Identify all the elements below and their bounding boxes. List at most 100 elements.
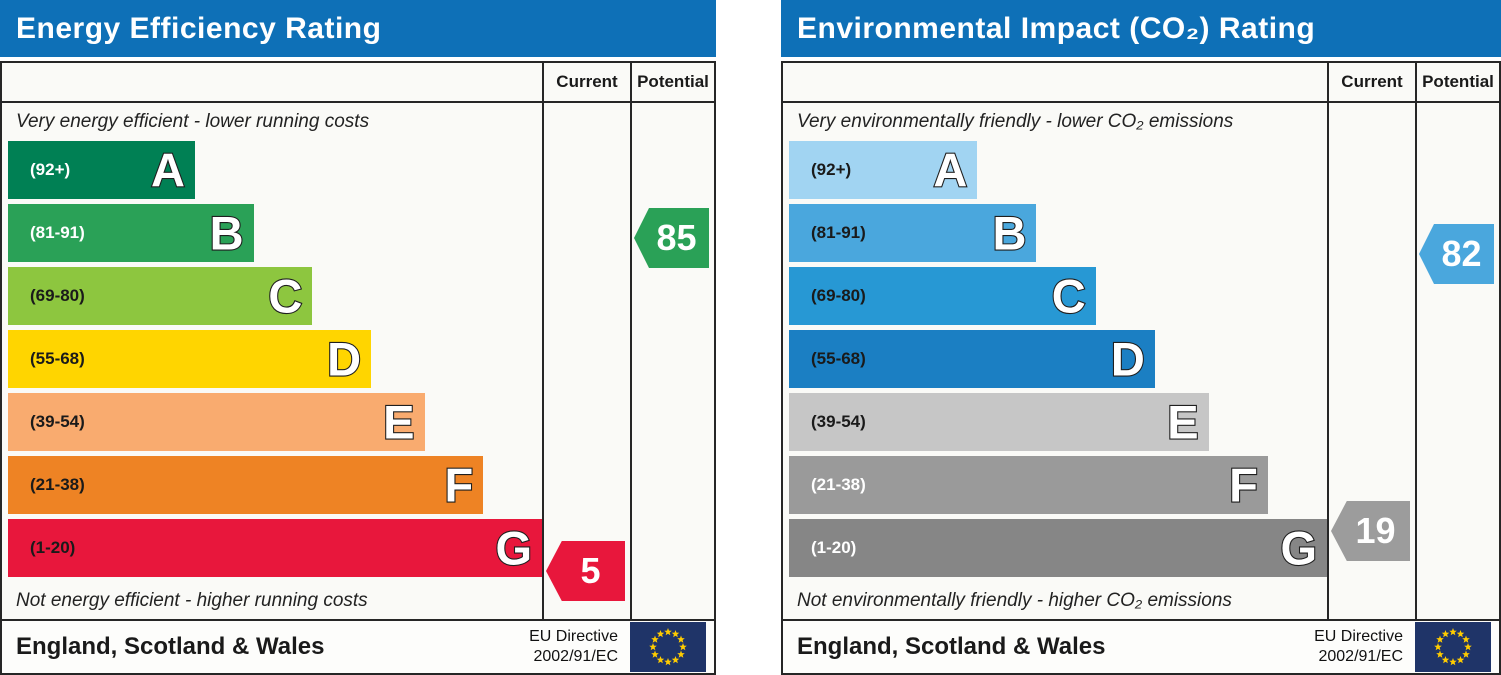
band-letter: A: [932, 143, 968, 197]
band-row-g: (1-20) G: [789, 519, 1327, 577]
current-rating-value: 19: [1355, 510, 1396, 551]
chart-title: Energy Efficiency Rating: [16, 11, 382, 45]
environmental-impact-chart: Environmental Impact (CO₂) Rating Curren…: [781, 0, 1501, 675]
band-range-label: (39-54): [811, 412, 866, 431]
current-column-header: Current: [1327, 63, 1415, 103]
chart-title: Environmental Impact (CO₂) Rating: [797, 11, 1316, 45]
rating-table: Current Potential Very energy efficient …: [0, 61, 716, 621]
band-range-label: (1-20): [30, 538, 76, 557]
potential-value-column: 82: [1415, 103, 1499, 619]
band-letter: D: [1110, 332, 1146, 386]
band-letter: B: [991, 206, 1027, 260]
band-row-e: (39-54) E: [789, 393, 1327, 451]
top-note: Very energy efficient - lower running co…: [16, 111, 370, 132]
band-letter: E: [382, 395, 416, 449]
bands-area: Very environmentally friendly - lower CO…: [783, 103, 1327, 619]
current-rating-arrow: 5: [546, 541, 625, 601]
band-letter: G: [1279, 521, 1318, 575]
band-range-label: (55-68): [30, 349, 85, 368]
band-bar-f: (21-38) F: [789, 456, 1268, 514]
band-bar-c: (69-80) C: [8, 267, 313, 325]
band-row-f: (21-38) F: [789, 456, 1327, 514]
band-row-g: (1-20) G: [8, 519, 542, 577]
eu-directive-line1: EU Directive: [529, 628, 618, 645]
band-letter: F: [443, 458, 474, 512]
band-bar-b: (81-91) B: [789, 204, 1037, 262]
region-label: England, Scotland & Wales: [797, 633, 1106, 660]
band-range-label: (55-68): [811, 349, 866, 368]
band-letter: D: [326, 332, 362, 386]
current-value-column: 19: [1327, 103, 1415, 619]
band-bar-f: (21-38) F: [8, 456, 484, 514]
chart-footer: England, Scotland & Wales EU Directive 2…: [0, 621, 716, 675]
potential-rating-value: 85: [656, 217, 697, 258]
band-row-b: (81-91) B: [8, 204, 542, 262]
band-range-label: (92+): [811, 160, 852, 179]
header-blank-cell: [2, 63, 542, 103]
energy-efficiency-chart: Energy Efficiency Rating Current Potenti…: [0, 0, 716, 675]
band-range-label: (69-80): [811, 286, 866, 305]
band-row-f: (21-38) F: [8, 456, 542, 514]
rating-table: Current Potential Very environmentally f…: [781, 61, 1501, 621]
band-range-label: (69-80): [30, 286, 85, 305]
current-column-header: Current: [542, 63, 630, 103]
header-blank-cell: [783, 63, 1327, 103]
eu-flag-icon: [1415, 622, 1491, 672]
chart-title-bar: Environmental Impact (CO₂) Rating: [781, 0, 1501, 57]
band-letter: E: [1166, 395, 1200, 449]
bottom-note: Not energy efficient - higher running co…: [16, 590, 368, 611]
band-row-a: (92+) A: [789, 141, 1327, 199]
band-row-c: (69-80) C: [8, 267, 542, 325]
eu-flag-icon: [630, 622, 706, 672]
chart-title-bar: Energy Efficiency Rating: [0, 0, 716, 57]
band-bar-e: (39-54) E: [789, 393, 1209, 451]
band-letter: F: [1228, 458, 1259, 512]
potential-rating-arrow: 82: [1419, 224, 1494, 284]
bands-area: Very energy efficient - lower running co…: [2, 103, 542, 619]
band-bar-e: (39-54) E: [8, 393, 425, 451]
band-range-label: (81-91): [811, 223, 866, 242]
band-letter: A: [150, 143, 186, 197]
current-rating-arrow: 19: [1331, 501, 1410, 561]
band-range-label: (81-91): [30, 223, 85, 242]
band-row-c: (69-80) C: [789, 267, 1327, 325]
band-letter: B: [209, 206, 245, 260]
potential-column-header: Potential: [630, 63, 714, 103]
band-bar-a: (92+) A: [8, 141, 195, 199]
potential-rating-arrow: 85: [634, 208, 709, 268]
potential-value-column: 85: [630, 103, 714, 619]
band-range-label: (21-38): [811, 475, 866, 494]
band-bar-g: (1-20) G: [789, 519, 1327, 577]
band-range-label: (21-38): [30, 475, 85, 494]
band-range-label: (39-54): [30, 412, 85, 431]
top-note: Very environmentally friendly - lower CO…: [797, 111, 1234, 132]
band-bar-b: (81-91) B: [8, 204, 254, 262]
potential-rating-value: 82: [1441, 233, 1482, 274]
band-bar-d: (55-68) D: [789, 330, 1155, 388]
region-label: England, Scotland & Wales: [16, 633, 325, 660]
band-bar-a: (92+) A: [789, 141, 978, 199]
band-letter: G: [494, 521, 533, 575]
band-letter: C: [1051, 269, 1087, 323]
eu-directive-label: EU Directive 2002/91/EC: [1314, 627, 1403, 667]
current-rating-value: 5: [580, 550, 601, 591]
band-bar-d: (55-68) D: [8, 330, 372, 388]
band-range-label: (92+): [30, 160, 71, 179]
band-row-a: (92+) A: [8, 141, 542, 199]
band-bar-g: (1-20) G: [8, 519, 542, 577]
chart-footer: England, Scotland & Wales EU Directive 2…: [781, 621, 1501, 675]
band-row-e: (39-54) E: [8, 393, 542, 451]
potential-column-header: Potential: [1415, 63, 1499, 103]
current-value-column: 5: [542, 103, 630, 619]
eu-directive-line2: 2002/91/EC: [1318, 648, 1403, 665]
band-range-label: (1-20): [811, 538, 857, 557]
eu-directive-label: EU Directive 2002/91/EC: [529, 627, 618, 667]
band-letter: C: [267, 269, 303, 323]
bottom-note: Not environmentally friendly - higher CO…: [797, 590, 1232, 611]
band-row-d: (55-68) D: [8, 330, 542, 388]
band-row-b: (81-91) B: [789, 204, 1327, 262]
band-bar-c: (69-80) C: [789, 267, 1096, 325]
eu-directive-line1: EU Directive: [1314, 628, 1403, 645]
band-row-d: (55-68) D: [789, 330, 1327, 388]
